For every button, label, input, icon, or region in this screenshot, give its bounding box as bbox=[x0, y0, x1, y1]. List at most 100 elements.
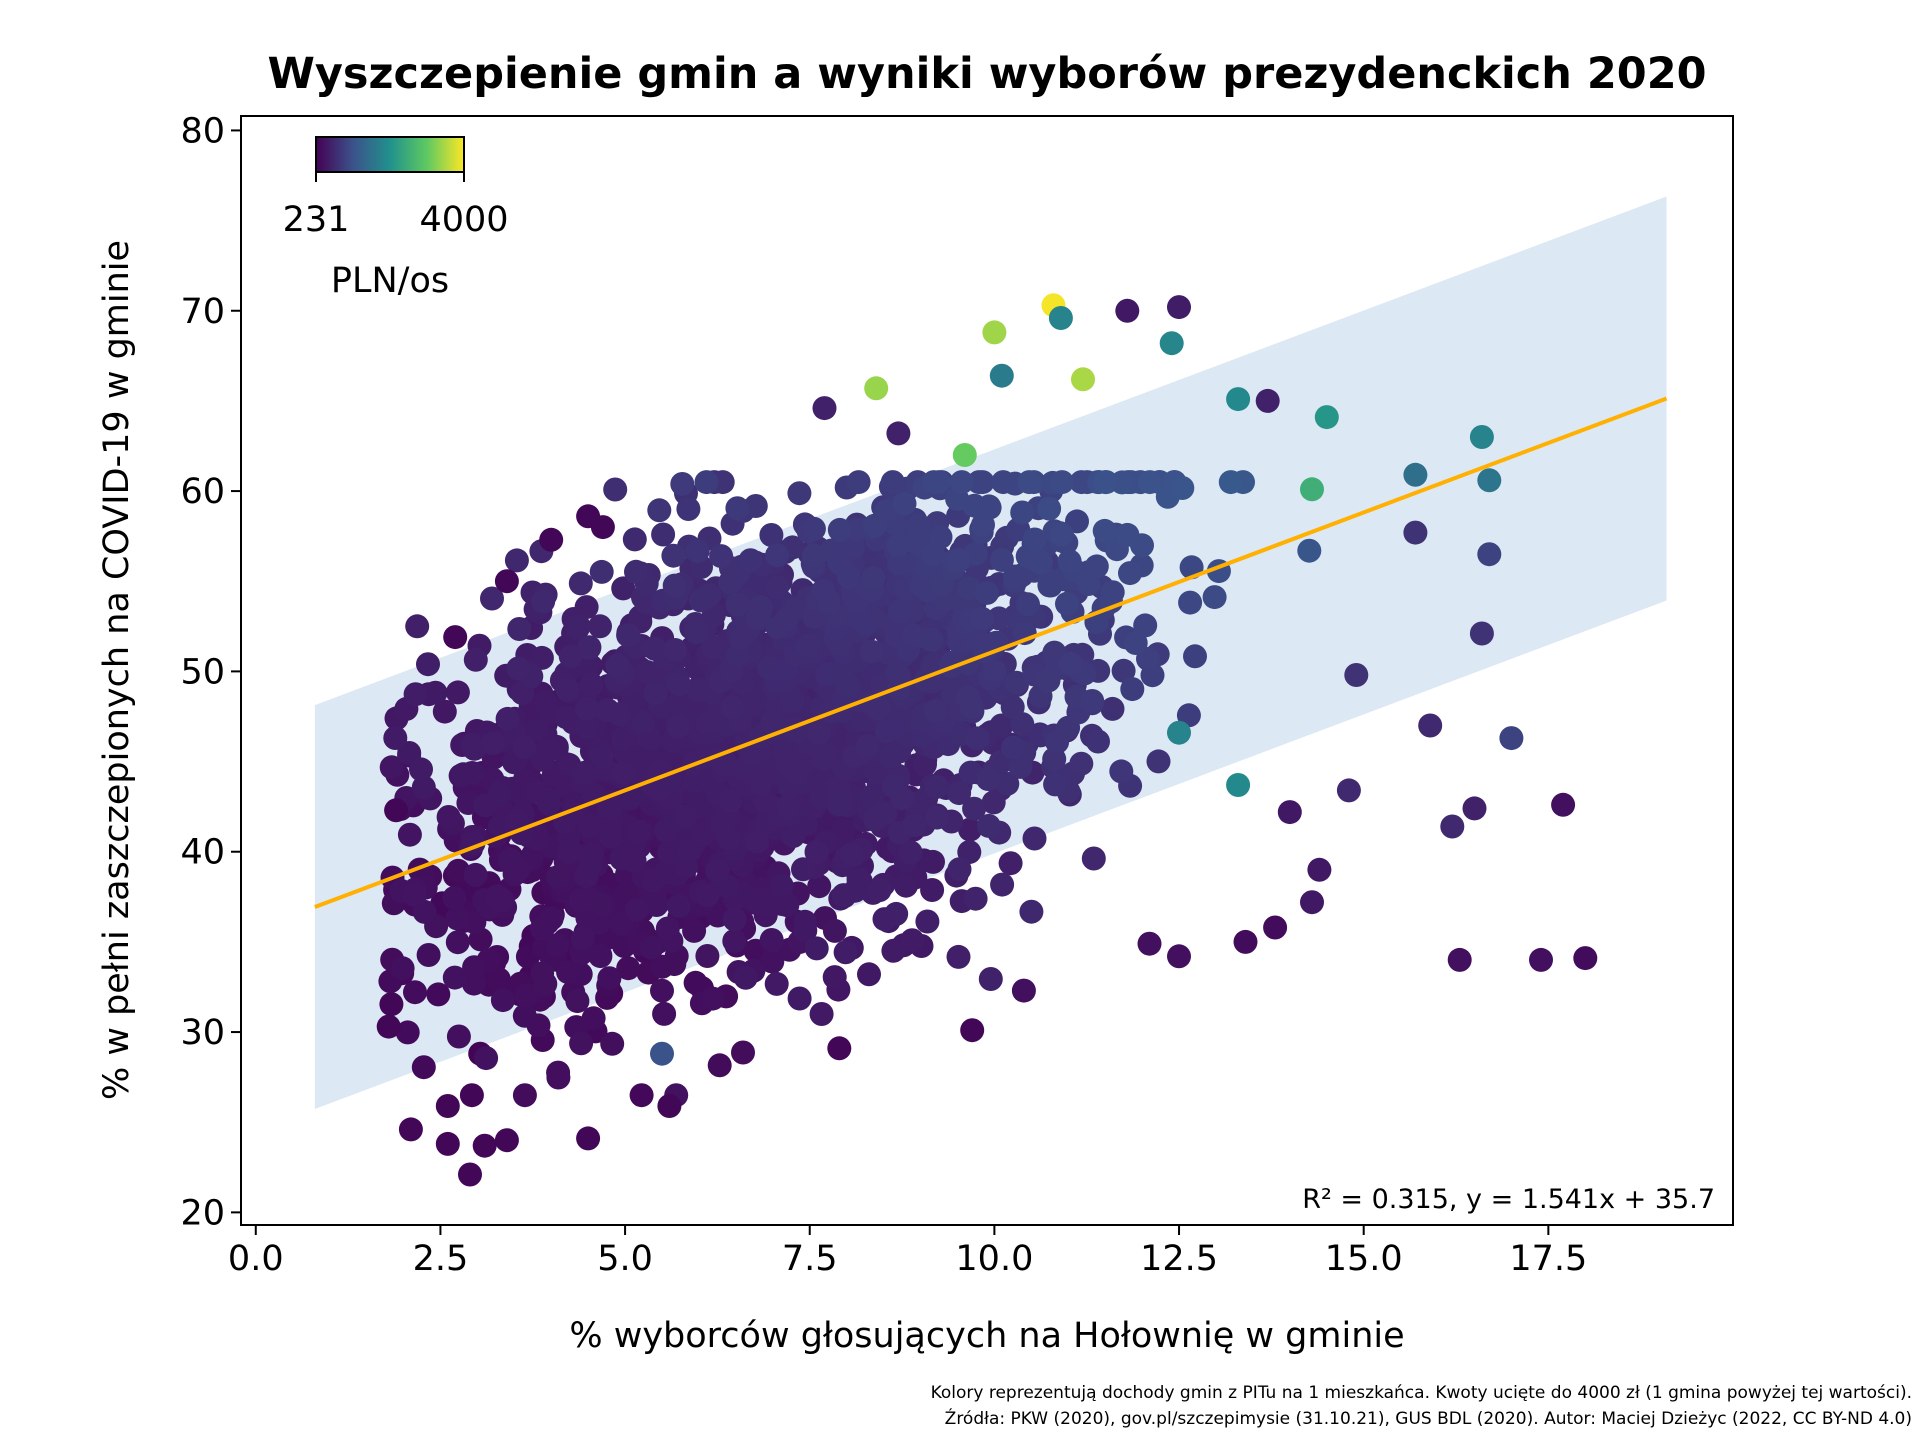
scatter-point bbox=[383, 726, 408, 750]
scatter-point bbox=[701, 635, 726, 660]
scatter-point bbox=[405, 614, 430, 639]
scatter-point bbox=[1110, 470, 1135, 495]
scatter-point bbox=[631, 710, 656, 735]
scatter-point bbox=[459, 1083, 484, 1108]
scatter-point bbox=[731, 1040, 755, 1065]
scatter-point bbox=[1037, 496, 1062, 521]
scatter-point bbox=[857, 962, 881, 987]
scatter-point bbox=[1314, 405, 1339, 430]
scatter-point bbox=[663, 638, 688, 662]
scatter-point bbox=[718, 788, 743, 813]
scatter-point bbox=[576, 1126, 601, 1151]
x-tick-label: 2.5 bbox=[413, 1239, 469, 1279]
source-note-line-1: Kolory reprezentują dochody gmin z PITu … bbox=[931, 1383, 1912, 1403]
scatter-point bbox=[831, 883, 856, 908]
scatter-point bbox=[720, 695, 745, 720]
scatter-point bbox=[1255, 388, 1280, 413]
scatter-point bbox=[1028, 550, 1053, 575]
scatter-point bbox=[884, 901, 909, 926]
scatter-point bbox=[402, 882, 427, 907]
scatter-point bbox=[1084, 554, 1109, 579]
scatter-point bbox=[445, 680, 470, 705]
scatter-point bbox=[725, 592, 750, 617]
scatter-point bbox=[874, 499, 898, 524]
scatter-point bbox=[965, 726, 990, 751]
scatter-point bbox=[1297, 538, 1322, 563]
scatter-point bbox=[688, 588, 713, 613]
scatter-point bbox=[624, 897, 649, 922]
scatter-point bbox=[976, 767, 1000, 791]
scatter-point bbox=[846, 470, 871, 495]
scatter-point bbox=[435, 1131, 460, 1156]
scatter-point bbox=[662, 952, 687, 977]
scatter-point bbox=[531, 589, 556, 614]
x-tick-label: 0.0 bbox=[228, 1239, 284, 1279]
scatter-point bbox=[1573, 946, 1598, 971]
scatter-point bbox=[906, 520, 931, 545]
scatter-point bbox=[1170, 476, 1195, 500]
scatter-point bbox=[673, 804, 698, 829]
x-axis-label: % wyborców głosujących na Hołownię w gmi… bbox=[569, 1316, 1404, 1356]
scatter-point bbox=[989, 363, 1014, 388]
scatter-point bbox=[975, 580, 999, 605]
scatter-point bbox=[925, 805, 949, 830]
scatter-point bbox=[947, 781, 972, 806]
scatter-point bbox=[1055, 591, 1079, 616]
scatter-point bbox=[947, 857, 972, 882]
scatter-point bbox=[1178, 590, 1203, 615]
scatter-point bbox=[624, 559, 648, 584]
x-tick-label: 12.5 bbox=[1140, 1239, 1218, 1279]
scatter-point bbox=[1469, 425, 1494, 449]
scatter-point bbox=[481, 731, 506, 756]
scatter-point bbox=[512, 735, 537, 760]
scatter-point bbox=[989, 713, 1014, 738]
scatter-point bbox=[1001, 735, 1026, 760]
scatter-point bbox=[1004, 670, 1029, 695]
scatter-point bbox=[923, 699, 948, 723]
scatter-point bbox=[398, 1117, 423, 1142]
scatter-point bbox=[651, 522, 676, 547]
scatter-point bbox=[566, 614, 591, 638]
scatter-point bbox=[1183, 644, 1207, 669]
scatter-point bbox=[683, 970, 708, 995]
scatter-point bbox=[411, 775, 436, 800]
scatter-point bbox=[1111, 658, 1136, 683]
scatter-point bbox=[808, 784, 833, 809]
scatter-point bbox=[1159, 331, 1184, 356]
scatter-point bbox=[765, 543, 790, 568]
scatter-point bbox=[886, 533, 911, 558]
source-note-line-2: Źródła: PKW (2020), gov.pl/szczepimysie … bbox=[945, 1407, 1912, 1429]
scatter-point bbox=[676, 497, 701, 521]
scatter-point bbox=[989, 548, 1014, 572]
scatter-point bbox=[822, 965, 847, 990]
scatter-point bbox=[1049, 522, 1074, 547]
scatter-point bbox=[484, 966, 509, 991]
y-axis: 20 30 40 50 60 70 80 bbox=[180, 111, 241, 1233]
scatter-point bbox=[590, 515, 615, 540]
scatter-point bbox=[705, 858, 730, 883]
plot-area bbox=[314, 196, 1668, 1187]
colorbar-gradient bbox=[315, 136, 465, 173]
scatter-point bbox=[1167, 944, 1191, 969]
scatter-point bbox=[597, 966, 622, 991]
chart-title: Wyszczepienie gmin a wyniki wyborów prez… bbox=[267, 49, 1706, 99]
scatter-point bbox=[546, 1060, 571, 1085]
scatter-point bbox=[882, 715, 907, 739]
colorbar-legend: 231 4000 PLN/os bbox=[283, 136, 509, 301]
scatter-point bbox=[662, 573, 687, 598]
scatter-point bbox=[924, 774, 949, 799]
scatter-point bbox=[690, 822, 715, 847]
scatter-point bbox=[1226, 387, 1251, 412]
y-tick-label: 80 bbox=[180, 111, 225, 151]
scatter-point bbox=[588, 892, 613, 917]
scatter-point bbox=[892, 491, 917, 516]
scatter-point bbox=[1202, 585, 1227, 610]
scatter-point bbox=[1123, 631, 1148, 655]
scatter-point bbox=[376, 1014, 401, 1039]
scatter-point bbox=[507, 617, 532, 641]
scatter-point bbox=[652, 1001, 677, 1026]
scatter-point bbox=[982, 659, 1007, 684]
scatter-point bbox=[647, 498, 672, 523]
scatter-point bbox=[801, 516, 826, 541]
scatter-point bbox=[512, 1003, 537, 1028]
